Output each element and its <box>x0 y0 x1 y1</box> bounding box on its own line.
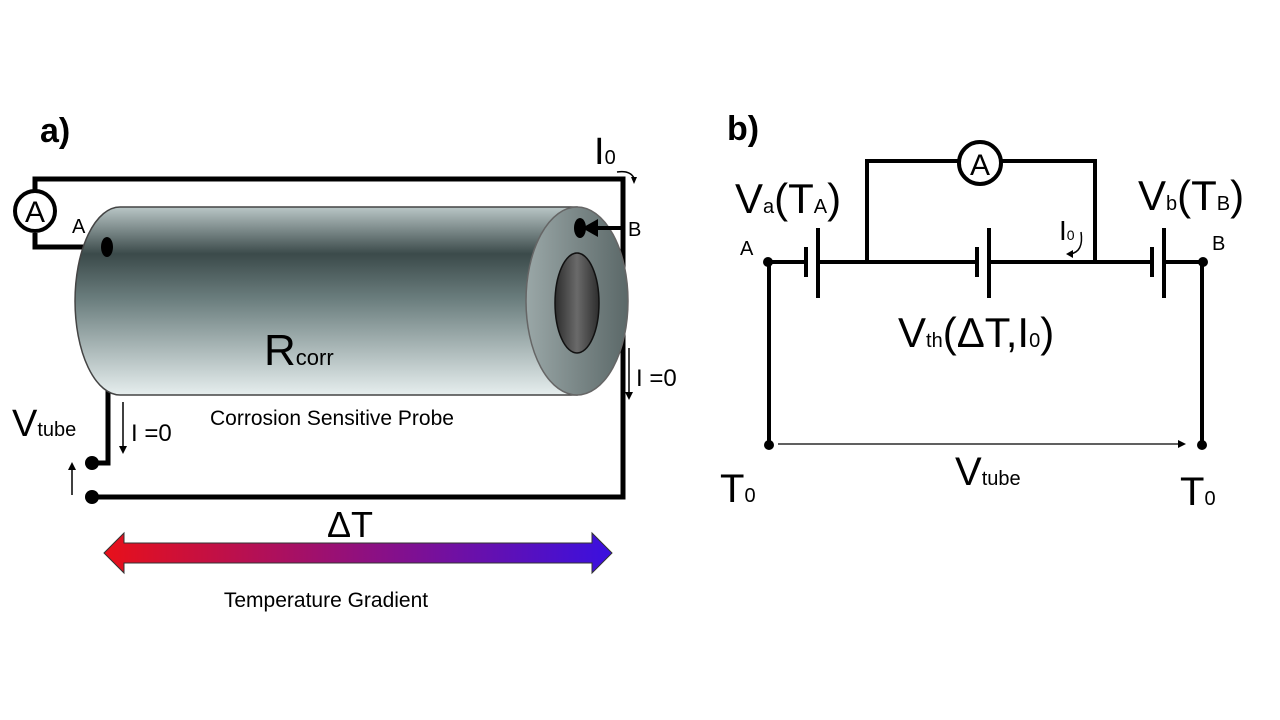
contact-b-arrowhead <box>582 219 598 237</box>
node-a-label-a: A <box>72 216 86 238</box>
temperature-gradient-arrow <box>103 531 613 575</box>
i0-curve-arrow-a <box>616 170 635 179</box>
v-tube-arrowhead-b <box>1178 440 1186 448</box>
t0-dot-right <box>1197 440 1207 450</box>
delta-t-label: ΔT <box>327 504 373 545</box>
panel-a-label: a) <box>40 112 70 150</box>
node-a-label-b: A <box>740 238 754 260</box>
probe-caption: Corrosion Sensitive Probe <box>210 407 454 430</box>
node-a-dot-b <box>763 257 773 267</box>
i-zero-arrowhead-left <box>119 446 127 454</box>
ammeter-a-symbol: A <box>25 196 45 229</box>
r-corr-label: Rcorr <box>264 326 334 375</box>
i0-curve-arrowhead-b <box>1066 250 1073 258</box>
t0-label-right: T0 <box>1180 470 1216 514</box>
terminal-top <box>85 456 99 470</box>
vb-tb-label: Vb(TB) <box>1138 172 1244 219</box>
panel-a: a) A Rcorr A B I0 I =0 <box>12 112 677 612</box>
node-b-dot-b <box>1198 257 1208 267</box>
va-ta-label: Va(TA) <box>735 175 841 222</box>
ammeter-a: A <box>13 189 57 233</box>
t0-label-left: T0 <box>720 467 756 511</box>
panel-b: b) A Va(TA) <box>720 110 1244 514</box>
v-tube-label-a: Vtube <box>12 403 76 445</box>
i0-label-b: I0 <box>1059 215 1075 246</box>
terminal-bottom <box>85 490 99 504</box>
ammeter-b-symbol: A <box>970 149 990 182</box>
node-b-label-a: B <box>628 219 641 241</box>
i0-label-a: I0 <box>594 131 616 173</box>
battery-vb <box>1150 228 1166 298</box>
contact-b <box>574 218 586 238</box>
panel-b-label: b) <box>727 110 759 148</box>
contact-a <box>101 237 113 257</box>
vth-label: Vth(ΔT,I0) <box>898 309 1054 356</box>
i-zero-label-left: I =0 <box>131 420 172 447</box>
panel-b-wires <box>767 159 1204 445</box>
i-zero-arrowhead-right <box>625 392 633 400</box>
t0-dot-left <box>764 440 774 450</box>
i0-curve-arrowhead-a <box>631 177 637 184</box>
battery-vth <box>975 228 991 298</box>
v-tube-arrowhead-a <box>68 462 76 470</box>
gradient-caption: Temperature Gradient <box>224 589 428 612</box>
corrosion-probe: Rcorr <box>74 206 629 396</box>
battery-va <box>804 228 820 298</box>
ammeter-b: A <box>957 140 1003 186</box>
v-tube-label-b: Vtube <box>955 450 1021 494</box>
i-zero-label-right: I =0 <box>636 365 677 392</box>
node-b-label-b: B <box>1212 233 1225 255</box>
